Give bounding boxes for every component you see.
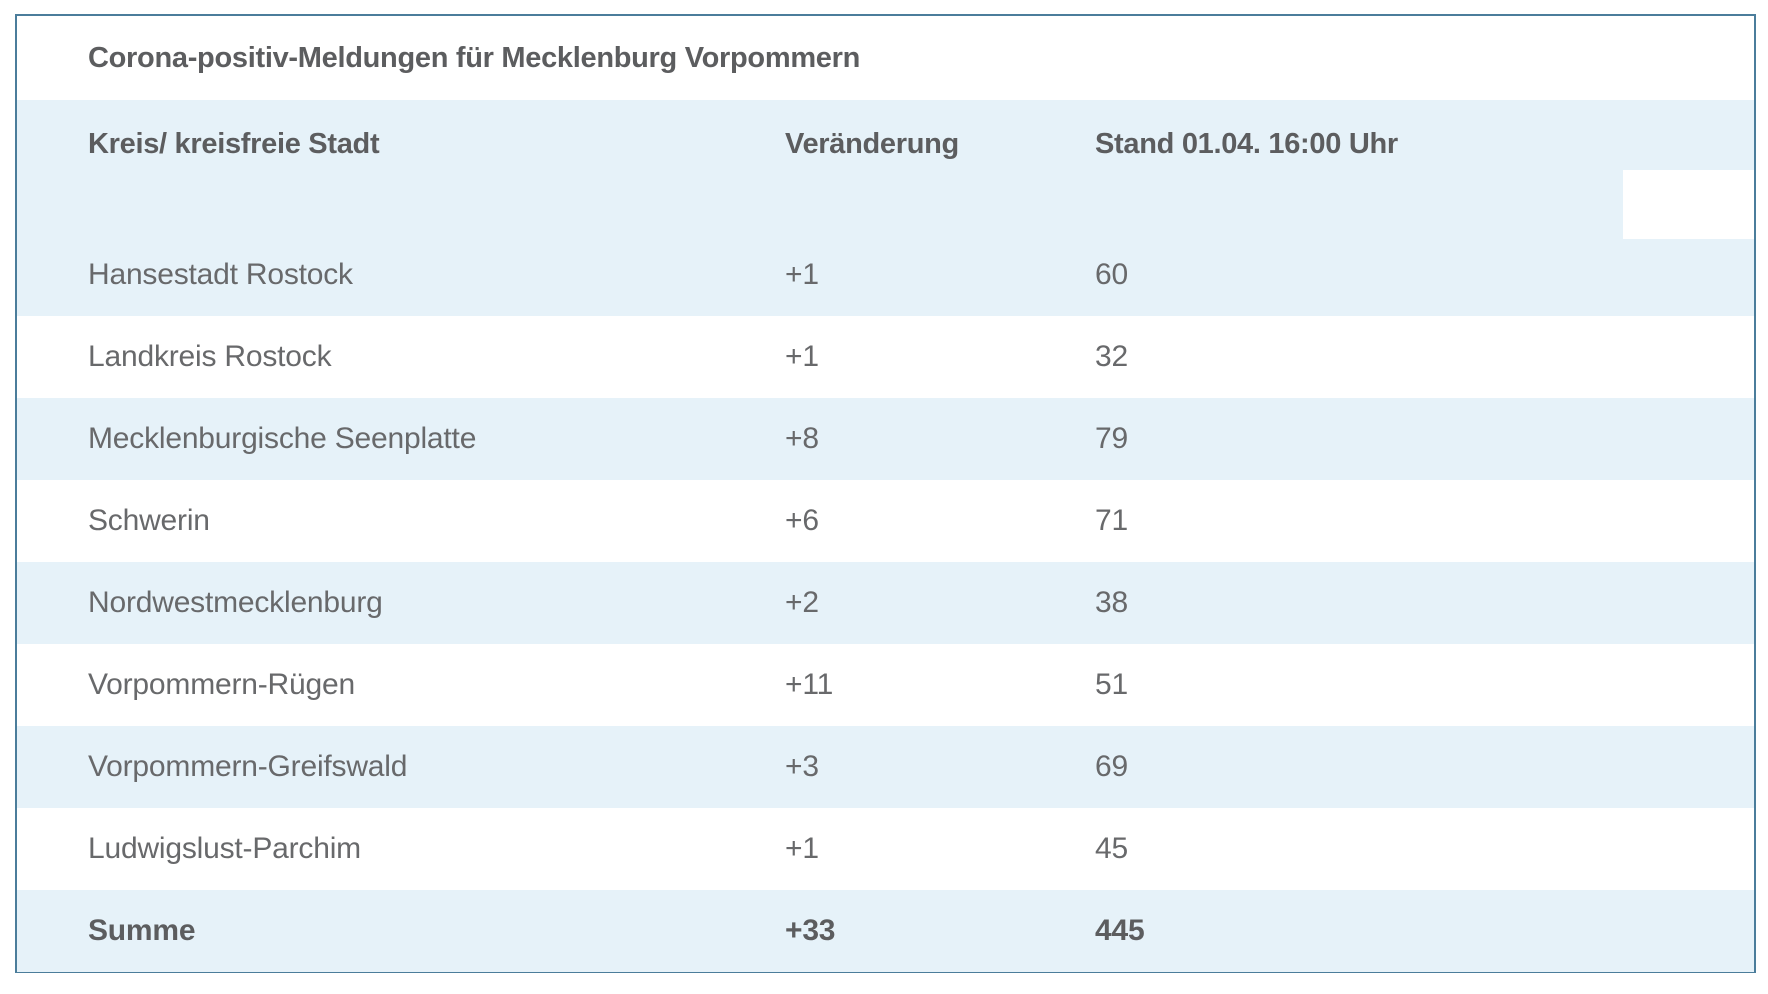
table-row: Nordwestmecklenburg +2 38 — [17, 562, 1754, 644]
cell-kreis: Ludwigslust-Parchim — [88, 832, 361, 865]
cell-kreis: Mecklenburgische Seenplatte — [88, 422, 477, 455]
cell-kreis: Schwerin — [88, 504, 210, 537]
cell-stand: 445 — [1095, 914, 1145, 947]
table-row: Mecklenburgische Seenplatte +8 79 — [17, 398, 1754, 480]
table-row-total: Summe +33 445 — [17, 890, 1754, 972]
cell-stand: 60 — [1095, 258, 1128, 291]
table-row: Vorpommern-Rügen +11 51 — [17, 644, 1754, 726]
table-row: Vorpommern-Greifswald +3 69 — [17, 726, 1754, 808]
cell-veraenderung: +6 — [785, 504, 819, 537]
table-header-row: Kreis/ kreisfreie Stadt Veränderung Stan… — [17, 100, 1754, 234]
cell-kreis: Hansestadt Rostock — [88, 258, 353, 291]
cell-kreis: Summe — [88, 914, 196, 947]
cell-stand: 71 — [1095, 504, 1128, 537]
cell-stand: 45 — [1095, 832, 1128, 865]
cell-veraenderung: +33 — [785, 914, 836, 947]
empty-white-cell-overlay — [1623, 170, 1754, 239]
table-row: Hansestadt Rostock +1 60 — [17, 234, 1754, 316]
table-title-row: Corona-positiv-Meldungen für Mecklenburg… — [17, 16, 1754, 100]
cell-kreis: Vorpommern-Rügen — [88, 668, 355, 701]
cell-stand: 32 — [1095, 340, 1128, 373]
cell-kreis: Vorpommern-Greifswald — [88, 750, 408, 783]
cell-veraenderung: +8 — [785, 422, 819, 455]
cell-veraenderung: +1 — [785, 340, 819, 373]
cell-veraenderung: +1 — [785, 258, 819, 291]
table-row: Ludwigslust-Parchim +1 45 — [17, 808, 1754, 890]
column-header-kreis: Kreis/ kreisfreie Stadt — [88, 128, 380, 160]
cell-veraenderung: +3 — [785, 750, 819, 783]
cell-stand: 79 — [1095, 422, 1128, 455]
table-row: Landkreis Rostock +1 32 — [17, 316, 1754, 398]
cell-stand: 38 — [1095, 586, 1128, 619]
cell-kreis: Landkreis Rostock — [88, 340, 332, 373]
column-header-veraenderung: Veränderung — [785, 128, 959, 160]
table-row: Schwerin +6 71 — [17, 480, 1754, 562]
cell-stand: 69 — [1095, 750, 1128, 783]
cell-kreis: Nordwestmecklenburg — [88, 586, 383, 619]
corona-table: Corona-positiv-Meldungen für Mecklenburg… — [15, 14, 1756, 973]
table-body: Hansestadt Rostock +1 60 Landkreis Rosto… — [17, 234, 1754, 972]
cell-veraenderung: +11 — [785, 668, 834, 701]
cell-veraenderung: +2 — [785, 586, 819, 619]
cell-veraenderung: +1 — [785, 832, 819, 865]
table-title: Corona-positiv-Meldungen für Mecklenburg… — [88, 41, 861, 74]
cell-stand: 51 — [1095, 668, 1128, 701]
column-header-stand: Stand 01.04. 16:00 Uhr — [1095, 128, 1398, 160]
